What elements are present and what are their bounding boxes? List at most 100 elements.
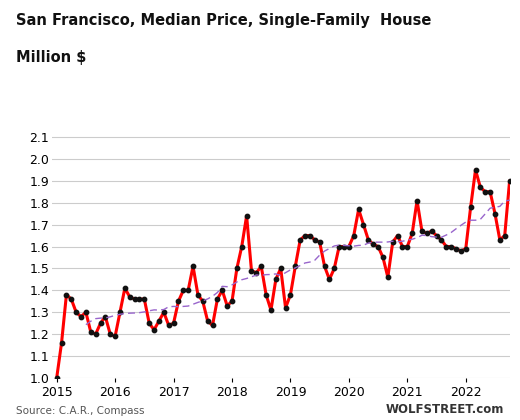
Point [242,213,251,219]
Point [194,291,202,298]
Point [223,302,231,309]
Point [140,296,149,302]
Point [408,230,417,237]
Point [515,236,520,243]
Point [423,230,431,237]
Point [218,287,226,294]
Point [320,263,329,270]
Point [267,307,275,313]
Text: WOLFSTREET.com: WOLFSTREET.com [386,403,504,416]
Point [72,309,80,315]
Point [403,243,411,250]
Point [145,320,153,327]
Point [116,309,124,315]
Text: Million $: Million $ [16,50,86,66]
Point [476,184,485,191]
Point [471,166,479,173]
Point [125,294,134,300]
Point [121,285,129,291]
Point [203,318,212,324]
Point [310,236,319,243]
Point [67,296,75,302]
Point [491,210,499,217]
Point [394,232,402,239]
Point [330,265,339,272]
Point [184,287,192,294]
Point [501,232,509,239]
Point [82,309,90,315]
Point [427,228,436,234]
Point [53,375,61,381]
Point [481,189,489,195]
Point [510,177,518,184]
Point [345,243,353,250]
Point [452,245,460,252]
Point [442,243,450,250]
Point [388,239,397,246]
Point [101,313,110,320]
Point [62,291,71,298]
Point [209,322,217,329]
Point [57,340,66,346]
Point [189,263,197,270]
Point [359,221,368,228]
Point [170,320,178,327]
Point [325,276,333,283]
Point [238,243,246,250]
Point [291,263,300,270]
Text: San Francisco, Median Price, Single-Family  House: San Francisco, Median Price, Single-Fami… [16,13,431,28]
Point [355,206,363,213]
Point [316,239,324,246]
Point [374,243,382,250]
Point [248,267,256,274]
Point [457,247,465,254]
Point [413,197,421,204]
Text: Source: C.A.R., Compass: Source: C.A.R., Compass [16,406,144,416]
Point [364,236,372,243]
Point [213,296,222,302]
Point [505,177,514,184]
Point [301,232,309,239]
Point [486,189,495,195]
Point [160,309,168,315]
Point [379,254,387,261]
Point [437,236,446,243]
Point [199,298,207,304]
Point [131,296,139,302]
Point [281,304,290,311]
Point [179,287,187,294]
Point [496,236,504,243]
Point [287,291,295,298]
Point [164,322,173,329]
Point [174,298,183,304]
Point [155,318,163,324]
Point [257,263,265,270]
Point [277,265,285,272]
Point [349,232,358,239]
Point [398,243,407,250]
Point [87,328,95,335]
Point [77,313,85,320]
Point [135,296,144,302]
Point [262,291,270,298]
Point [447,243,456,250]
Point [296,236,304,243]
Point [233,265,241,272]
Point [252,270,261,276]
Point [306,232,314,239]
Point [111,333,119,340]
Point [433,232,441,239]
Point [150,326,158,333]
Point [271,276,280,283]
Point [418,228,426,234]
Point [228,298,236,304]
Point [384,274,392,281]
Point [335,243,343,250]
Point [466,204,475,210]
Point [369,241,378,248]
Point [462,245,470,252]
Point [96,320,105,327]
Point [340,243,348,250]
Point [92,331,100,338]
Point [106,331,114,338]
